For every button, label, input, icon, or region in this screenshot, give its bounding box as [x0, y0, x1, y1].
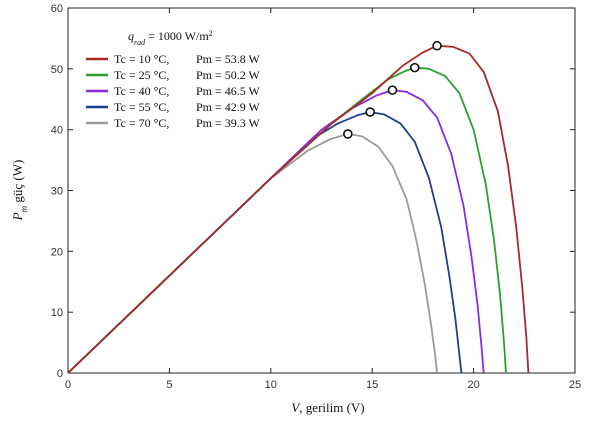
- series-line: [67, 111, 463, 374]
- x-tick-label: 5: [166, 379, 172, 391]
- x-tick-label: 20: [467, 379, 479, 391]
- legend-pm-label: Pm = 39.3 W: [196, 116, 261, 130]
- series-line: [67, 44, 530, 374]
- peak-marker: [432, 40, 442, 51]
- y-tick-label: 0: [57, 368, 63, 380]
- x-axis-label: V, gerilim (V): [291, 400, 364, 415]
- legend-label: Tc = 40 °C,: [114, 84, 169, 98]
- y-tick-label: 20: [51, 246, 63, 258]
- peak-marker: [343, 129, 353, 139]
- y-tick-label: 30: [51, 186, 63, 198]
- legend-pm-label: Pm = 50.2 W: [196, 68, 261, 82]
- peak-marker: [365, 107, 375, 117]
- legend: qrad = 1000 W/m2 Tc = 10 °C, Pm = 53.8 W T…: [86, 29, 261, 130]
- legend-pm-label: Pm = 46.5 W: [196, 84, 261, 98]
- x-tick-label: 0: [65, 379, 71, 391]
- x-tick-label: 15: [366, 379, 378, 391]
- peak-marker: [387, 85, 398, 95]
- series-line: [67, 132, 438, 374]
- plot-area: [67, 7, 576, 374]
- y-axis-label: Pm güç (W): [10, 160, 29, 222]
- legend-pm-label: Pm = 53.8 W: [196, 52, 261, 66]
- series-line: [67, 89, 485, 374]
- x-tick-label: 25: [569, 379, 581, 391]
- y-tick-label: 50: [51, 64, 63, 76]
- peak-marker: [409, 62, 420, 73]
- legend-label: Tc = 10 °C,: [114, 52, 169, 66]
- legend-label: Tc = 25 °C,: [114, 68, 169, 82]
- y-tick-label: 40: [51, 125, 63, 137]
- x-tick-label: 10: [265, 379, 277, 391]
- y-tick-label: 10: [51, 307, 63, 319]
- tick-labels: 0 5 10 15 20 25 0 10 20 30 40 50 60: [51, 3, 581, 391]
- legend-header: qrad = 1000 W/m2: [128, 29, 213, 47]
- y-tick-label: 60: [51, 3, 63, 15]
- legend-label: Tc = 55 °C,: [114, 100, 169, 114]
- legend-pm-label: Pm = 42.9 W: [196, 100, 261, 114]
- legend-label: Tc = 70 °C,: [114, 116, 169, 130]
